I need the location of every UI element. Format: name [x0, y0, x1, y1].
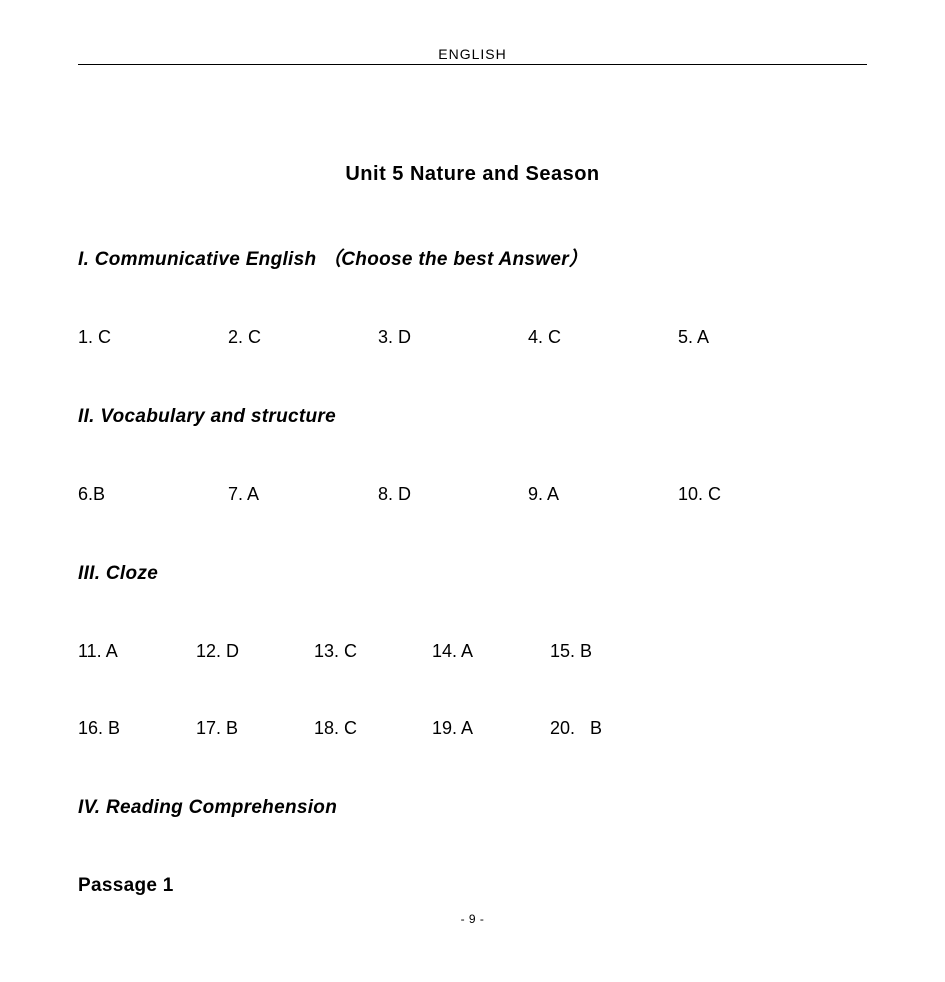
answer-cell: 17. B — [196, 718, 314, 739]
answer-cell: 5. A — [678, 327, 828, 348]
answer-cell: 20. B — [550, 718, 668, 739]
section-2-heading: II. Vocabulary and structure — [78, 406, 867, 428]
answer-cell: 16. B — [78, 718, 196, 739]
header-rule — [78, 64, 867, 65]
answer-cell: 4. C — [528, 327, 678, 348]
header-subject: ENGLISH — [78, 46, 867, 62]
section-3-heading: III. Cloze — [78, 563, 867, 585]
page: ENGLISH Unit 5 Nature and Season I. Comm… — [0, 0, 945, 982]
answer-cell: 8. D — [378, 484, 528, 505]
answer-cell: 6.B — [78, 484, 228, 505]
page-number: - 9 - — [0, 912, 945, 926]
section-1-answers: 1. C 2. C 3. D 4. C 5. A — [78, 327, 867, 348]
answer-cell: 15. B — [550, 641, 668, 662]
answer-cell: 14. A — [432, 641, 550, 662]
answer-cell: 2. C — [228, 327, 378, 348]
answer-cell: 3. D — [378, 327, 528, 348]
answer-cell: 10. C — [678, 484, 828, 505]
unit-title: Unit 5 Nature and Season — [78, 163, 867, 186]
section-4-subheading: Passage 1 — [78, 875, 867, 897]
answer-cell: 11. A — [78, 641, 196, 662]
answer-cell: 18. C — [314, 718, 432, 739]
answer-cell: 12. D — [196, 641, 314, 662]
answer-cell: 9. A — [528, 484, 678, 505]
section-1-heading: I. Communicative English （Choose the bes… — [78, 244, 867, 271]
answer-cell: 13. C — [314, 641, 432, 662]
answer-cell: 1. C — [78, 327, 228, 348]
section-3-answers-row2: 16. B 17. B 18. C 19. A 20. B — [78, 718, 867, 739]
section-3-answers-row1: 11. A 12. D 13. C 14. A 15. B — [78, 641, 867, 662]
answer-cell: 7. A — [228, 484, 378, 505]
section-2-answers: 6.B 7. A 8. D 9. A 10. C — [78, 484, 867, 505]
section-4-heading: IV. Reading Comprehension — [78, 797, 867, 819]
answer-cell: 19. A — [432, 718, 550, 739]
